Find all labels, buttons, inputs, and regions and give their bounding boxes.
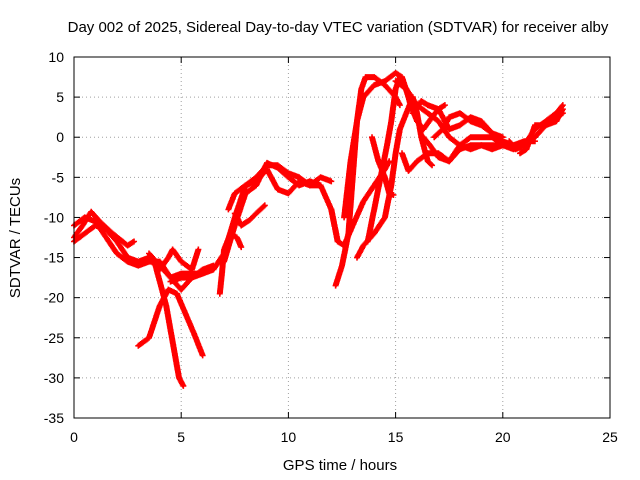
x-tick-label: 5: [177, 429, 185, 445]
x-tick-label: 25: [602, 429, 618, 445]
x-tick-label: 20: [495, 429, 511, 445]
y-tick-label: -5: [52, 169, 65, 185]
series-track-23: [431, 110, 506, 141]
chart-title: Day 002 of 2025, Sidereal Day-to-day VTE…: [68, 19, 609, 36]
y-tick-label: 5: [56, 89, 64, 105]
series-track-7: [156, 246, 202, 273]
grid-lines: [74, 57, 610, 418]
y-tick-label: -30: [44, 370, 64, 386]
x-tick-label: 0: [70, 429, 78, 445]
axis-ticks: -35 -30 -25 -20 -15 -10 -5 0 5 10 0 5 10 15 20 25: [44, 49, 618, 445]
x-axis-label: GPS time / hours: [283, 457, 397, 474]
x-tick-label: 10: [281, 429, 297, 445]
y-tick-label: 10: [48, 49, 64, 65]
y-tick-label: -20: [44, 290, 64, 306]
plot-frame: [73, 56, 611, 419]
data-series: [71, 70, 566, 389]
series-track-4: [135, 286, 206, 359]
y-tick-label: -10: [44, 209, 64, 225]
series-track-12: [231, 202, 268, 229]
y-tick-label: -35: [44, 410, 64, 426]
series-track-18: [369, 134, 397, 198]
x-tick-label: 15: [388, 429, 404, 445]
y-tick-label: -25: [44, 330, 64, 346]
y-tick-label: 0: [56, 129, 64, 145]
series-track-25: [517, 106, 566, 157]
y-axis-label: SDTVAR / TECUs: [7, 178, 24, 298]
series-track-11: [225, 166, 335, 213]
series-track-5: [146, 254, 187, 389]
y-tick-label: -15: [44, 250, 64, 266]
